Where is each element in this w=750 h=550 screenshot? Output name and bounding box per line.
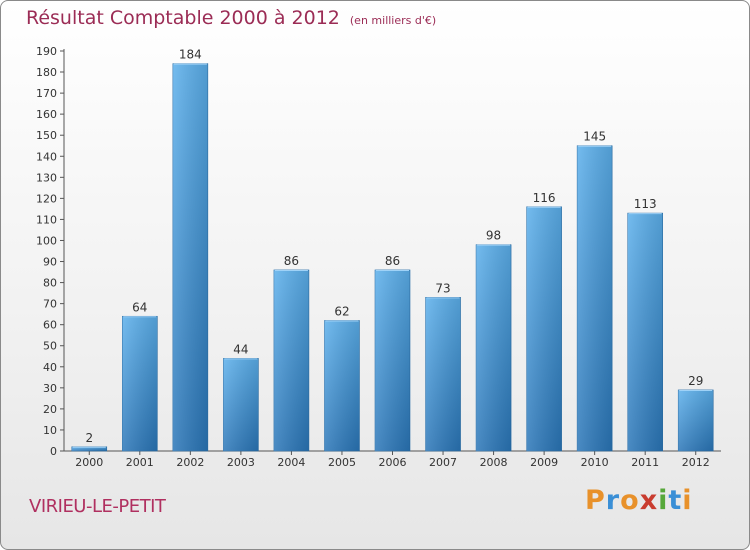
bar-shade — [627, 213, 663, 451]
bar-value-label: 2 — [85, 431, 93, 445]
bar-value-label: 98 — [486, 229, 501, 243]
x-tick-label: 2002 — [176, 456, 204, 469]
bar-value-label: 116 — [533, 191, 556, 205]
bar-shade — [678, 389, 714, 451]
y-tick-label: 40 — [43, 361, 57, 374]
bar-value-label: 86 — [284, 254, 299, 268]
bar-shade — [122, 316, 158, 451]
bar-shade — [577, 145, 613, 451]
x-tick-label: 2000 — [75, 456, 103, 469]
y-tick-label: 110 — [36, 213, 57, 226]
chart-subtitle: (en milliers d'€) — [349, 14, 437, 27]
y-tick-label: 160 — [36, 108, 57, 121]
bar-value-label: 113 — [634, 197, 657, 211]
chart-title: Résultat Comptable 2000 à 2012 (en millie… — [26, 7, 436, 29]
city-name: VIRIEU-LE-PETIT — [29, 496, 166, 517]
chart-title-text: Résultat Comptable 2000 à 2012 — [26, 7, 340, 29]
y-tick-label: 190 — [36, 45, 57, 58]
x-tick-label: 2005 — [328, 456, 356, 469]
y-tick-label: 10 — [43, 424, 57, 437]
y-tick-label: 20 — [43, 403, 57, 416]
bar-value-label: 73 — [435, 281, 450, 295]
bar-shade — [71, 446, 107, 451]
y-tick-label: 70 — [43, 298, 57, 311]
brand-logo: Proxiti — [585, 485, 693, 516]
y-tick-label: 100 — [36, 234, 57, 247]
x-tick-label: 2008 — [480, 456, 508, 469]
x-tick-label: 2006 — [379, 456, 407, 469]
bar-shade — [425, 297, 461, 451]
bar-value-label: 145 — [583, 130, 606, 144]
y-tick-label: 170 — [36, 87, 57, 100]
x-tick-label: 2001 — [126, 456, 154, 469]
bar-value-label: 86 — [385, 254, 400, 268]
bar-value-label: 29 — [688, 374, 703, 388]
bar-shade — [273, 269, 309, 451]
y-tick-label: 90 — [43, 256, 57, 269]
y-tick-label: 0 — [50, 445, 57, 458]
bar-shade — [476, 244, 512, 451]
bar-value-label: 64 — [132, 300, 147, 314]
bar-shade — [172, 63, 208, 451]
x-tick-label: 2004 — [277, 456, 305, 469]
y-tick-label: 130 — [36, 171, 57, 184]
bar-shade — [375, 269, 410, 451]
x-tick-label: 2007 — [429, 456, 457, 469]
bar-value-label: 62 — [334, 304, 349, 318]
y-tick-label: 50 — [43, 340, 57, 353]
x-tick-label: 2009 — [530, 456, 558, 469]
bar-value-label: 184 — [179, 48, 202, 62]
x-tick-label: 2003 — [227, 456, 255, 469]
x-tick-label: 2010 — [581, 456, 609, 469]
y-tick-label: 30 — [43, 382, 57, 395]
x-tick-label: 2012 — [682, 456, 710, 469]
bar-shade — [526, 206, 562, 451]
chart-bars — [71, 63, 714, 452]
x-tick-label: 2011 — [631, 456, 659, 469]
y-tick-label: 120 — [36, 192, 57, 205]
y-tick-label: 80 — [43, 277, 57, 290]
bar-shade — [324, 320, 360, 451]
y-tick-label: 60 — [43, 319, 57, 332]
chart-data-labels: 2 64 184 44 86 62 86 73 98 116 145 113 29 — [85, 48, 703, 445]
bar-value-label: 44 — [233, 342, 248, 356]
y-tick-label: 140 — [36, 150, 57, 163]
y-tick-label: 150 — [36, 129, 57, 142]
y-tick-label: 180 — [36, 66, 57, 79]
bar-shade — [223, 358, 259, 451]
